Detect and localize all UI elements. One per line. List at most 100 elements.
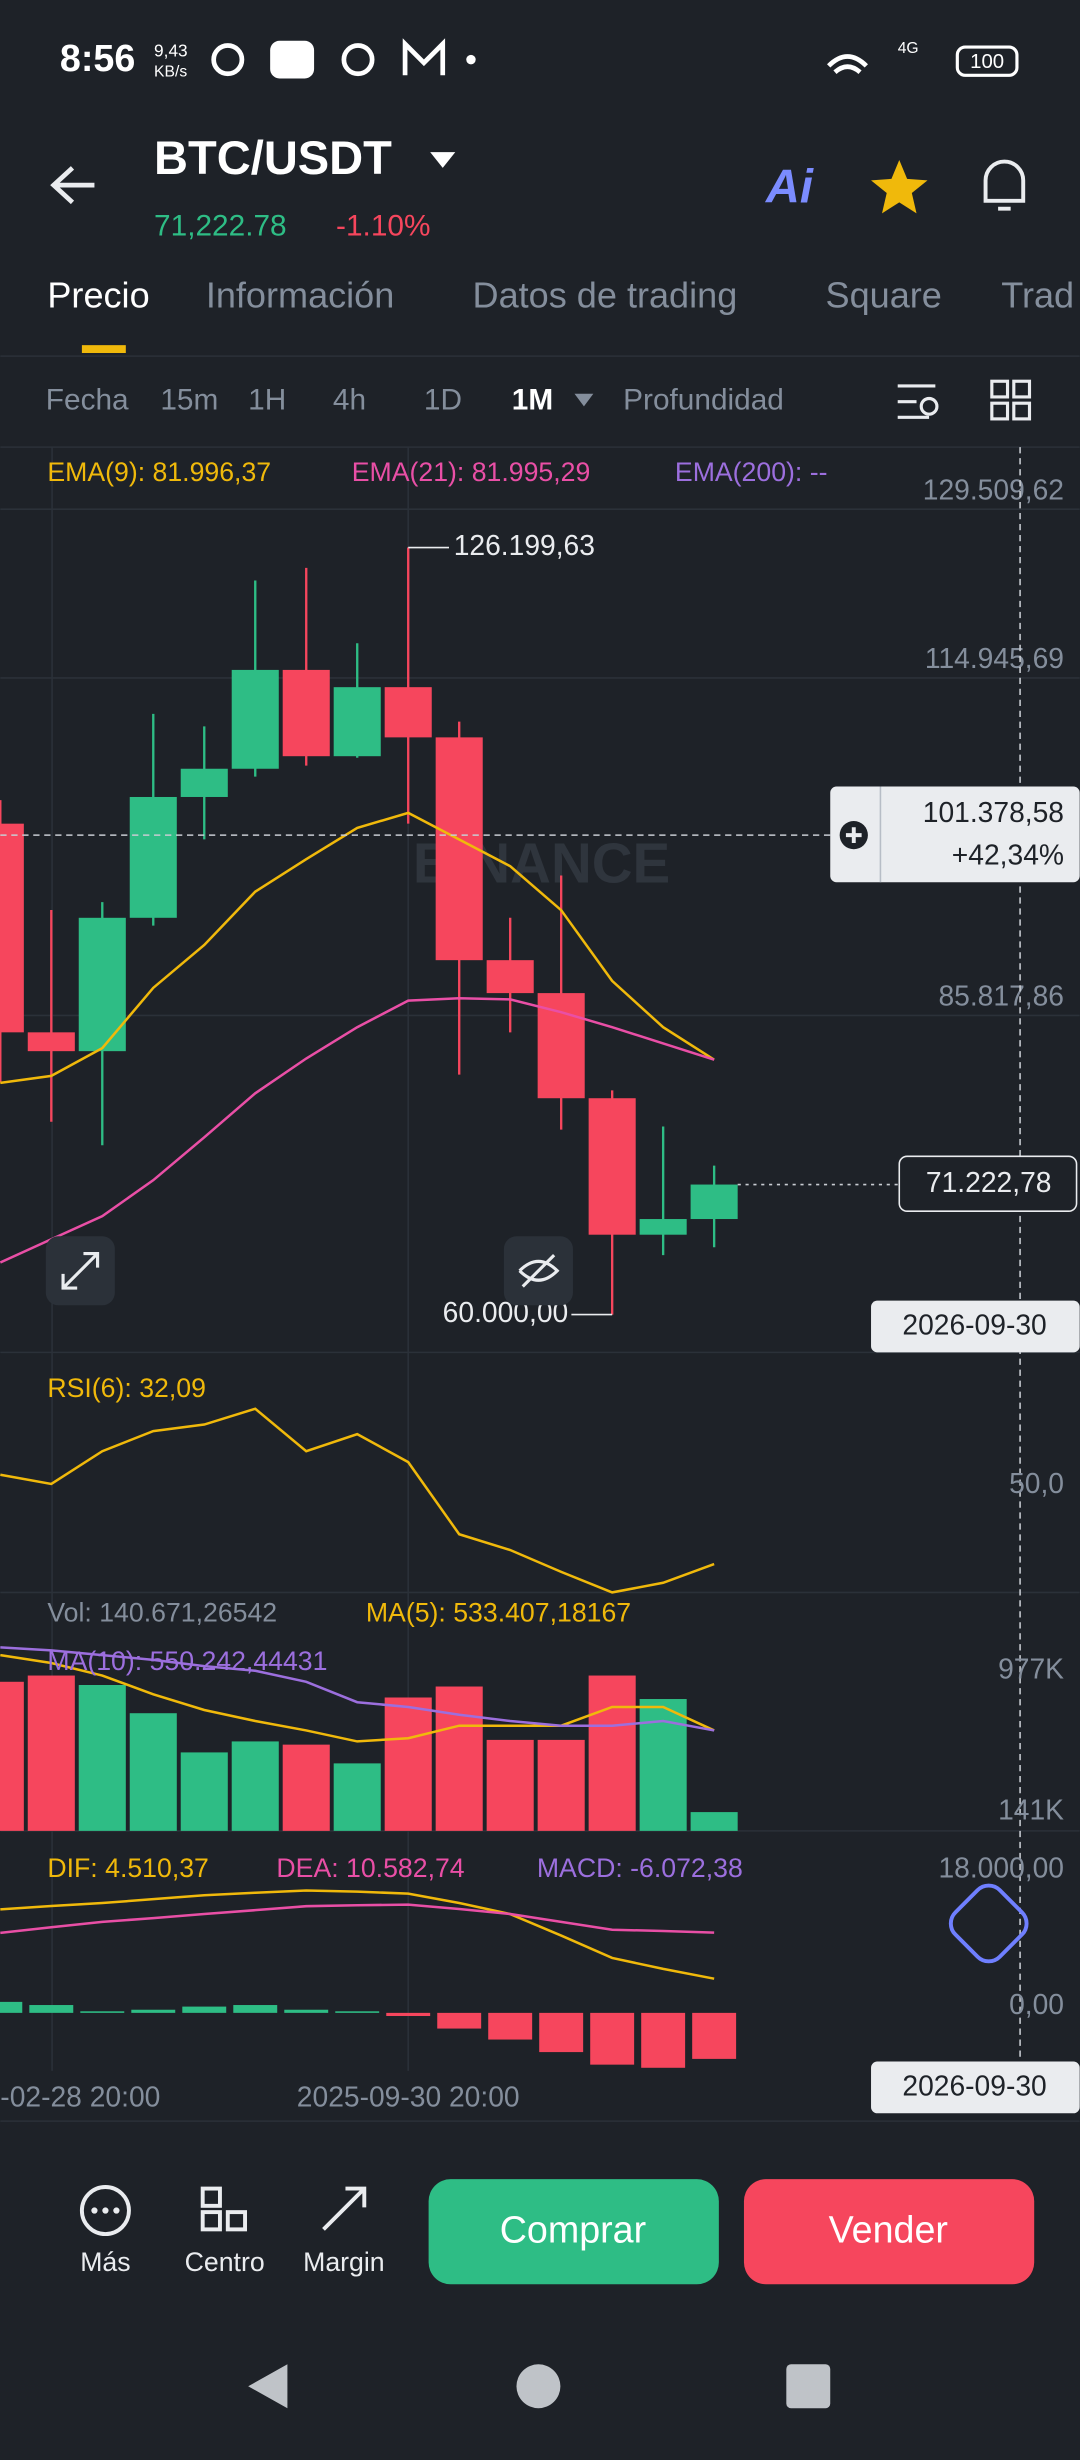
tab[interactable]: Precio (47, 275, 149, 316)
toolbar-label[interactable]: Centro (185, 2247, 265, 2277)
candle-body (78, 917, 126, 1052)
macd-tick: 18.000,00 (938, 1852, 1064, 1884)
volume-bar (180, 1752, 228, 1831)
interval[interactable]: 1D (424, 384, 462, 417)
candle-body (639, 1219, 687, 1235)
candle-body (180, 768, 228, 797)
volume-bar (282, 1744, 330, 1831)
macd-legend: MACD: -6.072,38 (537, 1853, 743, 1883)
buy-label[interactable]: Comprar (500, 2208, 646, 2250)
rsi-tick: 50,0 (1009, 1467, 1064, 1499)
favorite-button[interactable] (871, 160, 928, 214)
crosshair-change: +42,34% (952, 839, 1064, 871)
tab[interactable]: Datos de trading (473, 275, 738, 316)
hide-icon (518, 1253, 560, 1288)
macd-bar (335, 2011, 380, 2013)
macd-bar (692, 2012, 737, 2059)
volume-bar (78, 1684, 126, 1831)
candle-body (486, 960, 534, 994)
nav-home[interactable] (516, 2364, 561, 2409)
assistant-button[interactable] (944, 1879, 1033, 1968)
rsi-line (0, 1407, 715, 1594)
price-change: -1.10% (336, 209, 430, 242)
volume-legend: Vol: 140.671,26542 (47, 1597, 277, 1627)
date-label: 2026-09-30 (902, 2070, 1046, 2102)
volume-bar (333, 1763, 381, 1831)
chart: 129.509,62114.945,6985.817,86BINANCEEMA(… (0, 447, 1080, 2114)
chart-settings[interactable] (897, 384, 939, 419)
volume-bar (690, 1812, 738, 1831)
x-tick-label: -02-28 20:00 (0, 2081, 160, 2113)
network: 4G (898, 40, 919, 57)
interval-dropdown[interactable] (574, 393, 594, 407)
high-label: 126.199,63 (454, 529, 595, 561)
volume-bar (588, 1675, 636, 1831)
toolbar-label[interactable]: Más (80, 2247, 130, 2277)
wifi-icon (827, 54, 868, 75)
ema200-legend: EMA(200): -- (675, 457, 828, 487)
interval[interactable]: Fecha (46, 384, 129, 417)
dot (466, 54, 476, 65)
interval[interactable]: 4h (333, 384, 366, 417)
macd-bar (233, 2005, 278, 2013)
last-price-box (898, 1155, 1078, 1213)
candle-body (129, 796, 177, 918)
date-box (871, 2061, 1080, 2114)
battery (955, 45, 1019, 77)
clock: 8:56 (60, 37, 135, 79)
nav-back[interactable] (248, 2364, 288, 2409)
sell-button[interactable] (743, 2179, 1035, 2285)
volume-bar (0, 1681, 24, 1831)
volume-bar (27, 1675, 75, 1831)
ema21-line (0, 997, 715, 1264)
sell-label[interactable]: Vender (829, 2208, 948, 2250)
buy-button[interactable] (428, 2179, 719, 2285)
volume-bar (639, 1699, 687, 1831)
rsi-legend: RSI(6): 32,09 (47, 1373, 206, 1403)
last-price-label: 71.222,78 (926, 1166, 1052, 1198)
crosshair-price: 101.378,58 (923, 796, 1064, 828)
toolbar-icons (79, 2185, 367, 2237)
pair-dropdown[interactable] (430, 152, 456, 168)
interval[interactable]: 1M (512, 384, 553, 417)
candle-body (27, 1032, 75, 1052)
candle-body (282, 669, 330, 757)
tab[interactable]: Trad (1001, 275, 1074, 316)
date-box (871, 1300, 1080, 1353)
tab[interactable]: Square (826, 275, 942, 316)
battery-level: 100 (970, 51, 1004, 73)
interval[interactable]: 1H (248, 384, 286, 417)
candle-body (588, 1098, 636, 1235)
y-tick-label: 114.945,69 (925, 642, 1064, 674)
toolbar-label[interactable]: Margin (303, 2247, 384, 2277)
toolbar: Más Centro Margin (80, 2247, 384, 2277)
tab[interactable]: Información (206, 275, 394, 316)
candle-body (333, 687, 381, 757)
tab-indicator (81, 345, 126, 353)
nav-recents[interactable] (786, 2364, 831, 2409)
candle-body (384, 687, 432, 738)
alerts-button[interactable] (983, 159, 1026, 211)
net-speed: 9,43 (154, 40, 188, 60)
volume-bar (129, 1713, 177, 1831)
ema9-legend: EMA(9): 81.996,37 (47, 457, 271, 487)
macd-bar (539, 2012, 584, 2053)
interval[interactable]: Profundidad (623, 384, 784, 417)
layout-button[interactable] (990, 379, 1032, 421)
macd-bar (80, 2011, 125, 2013)
x-tick-label: 2025-09-30 20:00 (297, 2081, 520, 2113)
back-button[interactable] (50, 166, 95, 205)
candle-body (537, 993, 585, 1099)
volume-bar (486, 1739, 534, 1831)
macd-tick: 0,00 (1009, 1988, 1064, 2020)
crosshair-box (830, 786, 1080, 883)
macd-bar (284, 2009, 329, 2013)
interval[interactable]: 15m (160, 384, 218, 417)
ai-button[interactable]: Ai (765, 159, 814, 212)
ema9-line (0, 811, 715, 1085)
volume-bar (435, 1686, 483, 1831)
pair[interactable]: BTC/USDT (154, 131, 392, 184)
volume-bar (231, 1741, 279, 1831)
